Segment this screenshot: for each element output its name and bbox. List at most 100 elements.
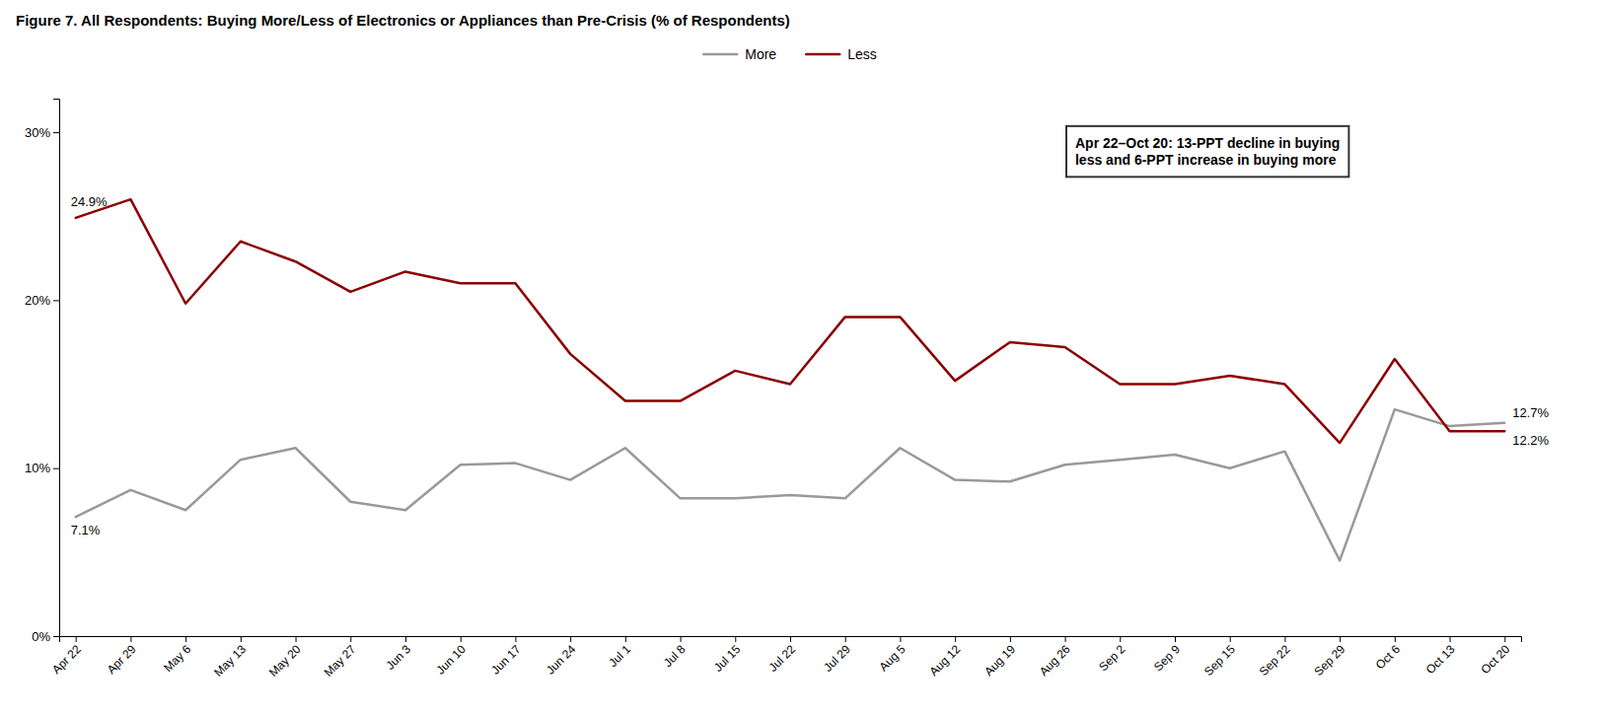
tick-mark <box>53 468 60 470</box>
annotation-box <box>1066 126 1349 178</box>
tick-mark <box>1010 636 1012 643</box>
tick: Jul 15 <box>711 636 744 675</box>
tick-mark <box>1174 636 1176 643</box>
tick-label: Sep 22 <box>1256 642 1294 679</box>
tick: 10% <box>24 460 60 476</box>
legend-label: More <box>744 46 777 63</box>
tick-mark <box>240 636 242 643</box>
tick-mark <box>1450 636 1452 643</box>
tick-label: May 13 <box>211 642 249 680</box>
tick-label: Jul 1 <box>605 642 634 670</box>
tick: Sep 22 <box>1256 636 1294 679</box>
tick-mark <box>1284 636 1286 643</box>
tick-label: Jun 3 <box>382 642 414 673</box>
tick-label: Aug 26 <box>1036 642 1074 679</box>
tick-label: 10% <box>24 460 51 476</box>
tick-mark <box>1119 636 1121 643</box>
y-axis: 0% 10% 20% 30% <box>24 99 61 645</box>
series-line <box>75 199 1506 443</box>
title: Figure 7. All Respondents: Buying More/L… <box>15 11 791 29</box>
tick-mark <box>845 636 847 643</box>
series-line <box>75 409 1506 561</box>
tick-mark <box>1230 636 1232 643</box>
tick-label: May 20 <box>266 642 304 680</box>
tick-label: Sep 15 <box>1201 642 1238 679</box>
value-label: 12.7% <box>1512 405 1549 421</box>
tick: Jun 3 <box>382 636 414 673</box>
tick-mark <box>350 636 352 643</box>
tick: Jun 10 <box>433 636 469 678</box>
tick-mark <box>734 636 736 643</box>
tick-mark <box>185 636 187 643</box>
tick-mark <box>460 636 462 643</box>
legend-swatch <box>805 53 840 57</box>
legend-swatch <box>703 53 737 57</box>
tick-mark <box>954 636 956 643</box>
value-label: 12.2% <box>1512 433 1549 448</box>
tick-mark <box>53 299 60 301</box>
tick: 0% <box>31 629 60 645</box>
tick: Apr 22 <box>49 636 84 677</box>
tick: Oct 13 <box>1423 636 1458 677</box>
legend-item: More <box>703 46 777 63</box>
tick-label: Jun 17 <box>488 642 524 678</box>
axis-line <box>53 99 61 638</box>
x-axis: Apr 22 Apr 29 May 6 May 13 May 20 May 27 Jun 3… <box>49 636 1523 680</box>
tick-mark <box>1339 636 1341 643</box>
tick-mark <box>53 132 60 134</box>
tick-mark <box>405 636 407 643</box>
tick-label: Apr 29 <box>104 642 140 677</box>
tick: Sep 2 <box>1095 636 1128 674</box>
legend: More Less <box>703 46 876 63</box>
annotation: Apr 22–Oct 20: 13-PPT decline in buyingl… <box>1066 126 1349 178</box>
value-label: 7.1% <box>71 522 101 538</box>
tick-mark <box>1394 636 1396 643</box>
tick: May 13 <box>211 636 249 680</box>
value-labels: 7.1%12.7%24.9%12.2% <box>71 194 1550 538</box>
tick: Sep 29 <box>1310 636 1348 679</box>
tick-mark <box>625 636 627 643</box>
tick-label: Jun 24 <box>543 642 580 678</box>
tick: May 27 <box>321 636 360 680</box>
tick: Oct 20 <box>1478 636 1514 677</box>
tick-label: May 27 <box>321 642 360 680</box>
tick-mark <box>53 636 60 638</box>
tick-label: Aug 19 <box>981 642 1019 679</box>
tick: Aug 26 <box>1036 636 1074 679</box>
tick: Jul 1 <box>605 636 634 670</box>
tick-label: Aug 12 <box>926 642 963 679</box>
plot: Apr 22 Apr 29 May 6 May 13 May 20 May 27 Jun 3… <box>24 99 1550 680</box>
annotation-text: Apr 22–Oct 20: 13-PPT decline in buyingl… <box>1075 135 1340 169</box>
tick-label: Jul 15 <box>711 642 744 675</box>
tick-mark <box>514 636 516 643</box>
tick-label: Jul 8 <box>660 642 689 670</box>
tick-label: Apr 22 <box>49 642 84 677</box>
tick-mark <box>570 636 572 643</box>
tick-label: Oct 13 <box>1423 642 1458 677</box>
chart: Figure 7. All Respondents: Buying More/L… <box>0 0 1600 715</box>
tick-mark <box>790 636 792 643</box>
legend-item: Less <box>805 46 877 63</box>
tick-mark <box>1065 636 1067 643</box>
tick-label: Oct 20 <box>1478 642 1514 677</box>
tick: Aug 5 <box>875 636 908 674</box>
tick-label: Oct 6 <box>1373 642 1403 672</box>
tick: 20% <box>24 292 60 308</box>
tick-mark <box>680 636 682 643</box>
tick: Jul 29 <box>820 636 854 675</box>
tick: Jun 24 <box>543 636 580 678</box>
tick: Jul 22 <box>766 636 800 675</box>
tick-mark <box>295 636 297 643</box>
tick-mark <box>130 636 132 643</box>
tick-mark <box>899 636 901 643</box>
legend-label: Less <box>847 46 877 63</box>
tick: May 6 <box>160 636 194 675</box>
tick-label: Jul 22 <box>766 642 800 675</box>
tick-label: 0% <box>31 629 51 645</box>
tick: Jul 8 <box>660 636 689 670</box>
tick-label: Sep 2 <box>1095 642 1128 674</box>
tick: 30% <box>24 125 60 141</box>
tick: Aug 19 <box>981 636 1019 679</box>
tick: Aug 12 <box>926 636 963 679</box>
tick-mark <box>1504 636 1506 643</box>
